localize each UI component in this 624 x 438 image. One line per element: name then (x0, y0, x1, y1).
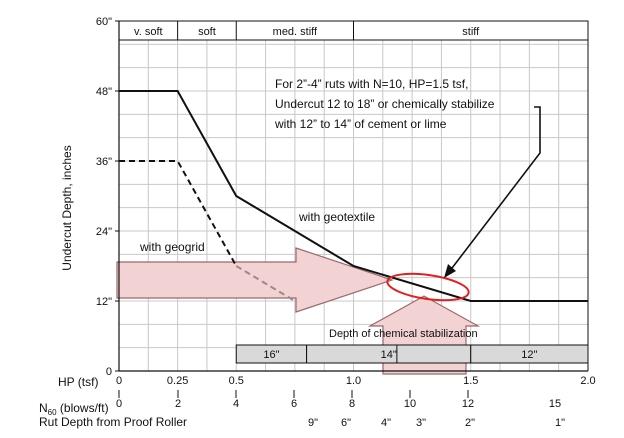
hp-axis-label: HP (tsf) (58, 375, 98, 389)
n60-tick-label: 6 (291, 398, 297, 410)
y-tick-label: 36" (96, 156, 112, 168)
hp-tick-label: 0 (116, 375, 122, 387)
grid-lines (118, 20, 589, 372)
annotation-leader (448, 106, 541, 273)
annotation-line-3: with 12” to 14” of cement or lime (274, 117, 447, 131)
series-lines (119, 90, 588, 302)
n60-tick-label: 15 (549, 398, 561, 410)
geotextile-line (119, 90, 588, 302)
n60-tick-label: 2 (175, 398, 181, 410)
horizontal-arrow (116, 247, 394, 313)
consistency-bands: v. soft soft med. stiff stiff (118, 20, 589, 41)
hp-tick-label: 1.0 (346, 375, 361, 387)
stabilization-bars: 16" 14" 12" (235, 344, 589, 364)
rut-tick-label: 4" (381, 417, 391, 429)
y-tick-label: 48" (96, 86, 112, 98)
stabilization-label: Depth of chemical stabilization (329, 328, 478, 340)
geogrid-line-faded (235, 265, 296, 302)
stabilization-segment-label: 14" (381, 349, 397, 361)
y-axis-label: Undercut Depth, inches (60, 145, 74, 270)
band-label: soft (198, 26, 216, 38)
band-label: v. soft (134, 26, 163, 38)
n60-tick-label: 12 (462, 398, 474, 410)
y-tick-label: 0 (106, 366, 112, 378)
n60-tick-label: 10 (404, 398, 416, 410)
hp-tick-label: 2.0 (580, 375, 595, 387)
y-tick-label: 24" (96, 226, 112, 238)
stabilization-segment-label: 16" (263, 349, 279, 361)
stabilization-segment-label: 12" (521, 349, 537, 361)
hp-tick-label: 1.5 (463, 375, 478, 387)
geogrid-label: with geogrid (139, 240, 205, 254)
hp-tick-label: 0.5 (229, 375, 244, 387)
n60-axis-label-rest: (blows/ft) (57, 401, 109, 415)
n60-tick-label: 0 (116, 398, 122, 410)
y-tick-label: 12" (96, 296, 112, 308)
n60-tick-label: 8 (349, 398, 355, 410)
rut-tick-label: 9" (308, 417, 318, 429)
highlight-ellipse (386, 272, 470, 302)
annotation-line-2: Undercut 12 to 18” or chemically stabili… (275, 97, 495, 111)
rut-axis-label: Rut Depth from Proof Roller (39, 415, 187, 429)
rut-tick-label: 1" (555, 417, 565, 429)
hp-tick-label: 0.25 (167, 375, 188, 387)
rut-tick-label: 3" (416, 417, 426, 429)
geotextile-label: with geotextile (298, 210, 375, 224)
annotation-line-1: For 2”-4” ruts with N=10, HP=1.5 tsf, (275, 77, 468, 91)
rut-tick-label: 6" (341, 417, 351, 429)
axes: 0 12" 24" 36" 48" 60" (96, 16, 589, 378)
y-tick-label: 60" (96, 16, 112, 28)
annotation: For 2”-4” ruts with N=10, HP=1.5 tsf, Un… (274, 77, 541, 278)
band-label: med. stiff (273, 26, 318, 38)
rut-tick-label: 2" (465, 417, 475, 429)
band-label: stiff (462, 26, 480, 38)
n60-axis-label: N60 (blows/ft) (39, 401, 109, 417)
x-tick-labels: 0 0.25 0.5 1.0 1.5 2.0 0 2 4 6 8 10 12 15 9" 6" 4" 3" 2" 1" (116, 375, 596, 429)
n60-tick-label: 4 (233, 398, 239, 410)
annotation-arrowhead (444, 264, 456, 278)
